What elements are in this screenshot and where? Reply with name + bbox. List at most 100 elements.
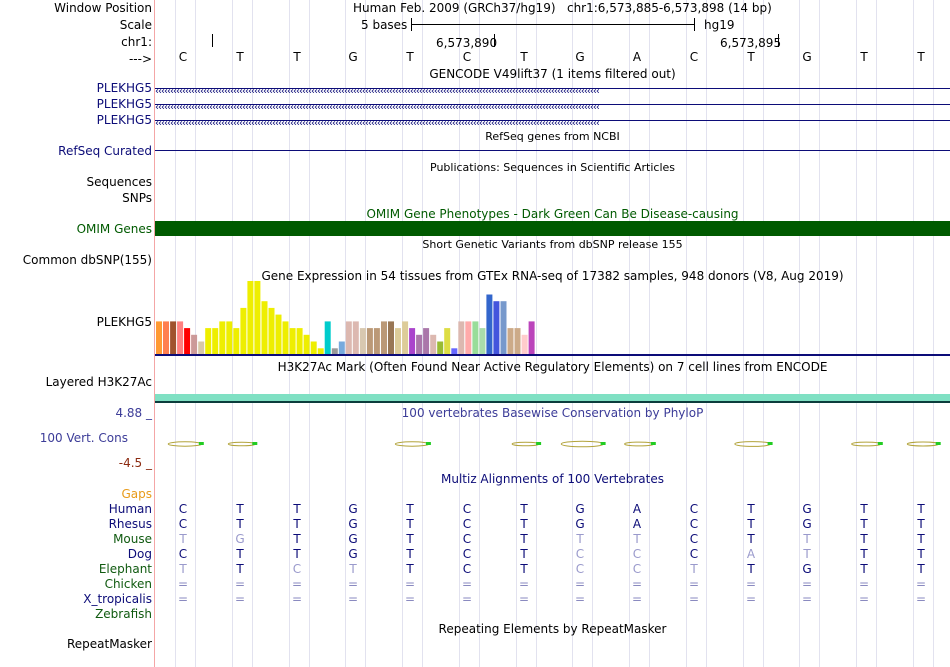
gtex-tissue-bar[interactable] xyxy=(395,328,401,355)
gtex-tissue-bar[interactable] xyxy=(373,328,380,355)
gtex-tissue-bar[interactable] xyxy=(268,307,275,355)
gtex-tissue-bar[interactable] xyxy=(170,321,177,355)
gtex-tissue-bar[interactable] xyxy=(296,328,303,355)
scale-bar-left-tick xyxy=(411,18,412,31)
gtex-tissue-bar[interactable] xyxy=(366,328,373,355)
gtex-tissue-bar[interactable] xyxy=(528,321,535,355)
repeatmasker-label[interactable]: RepeatMasker xyxy=(66,637,152,651)
species-label-dog[interactable]: Dog xyxy=(127,547,152,561)
gtex-tissue-bar[interactable] xyxy=(437,341,444,356)
gtex-tissue-bar[interactable] xyxy=(416,334,423,355)
gtex-track-title[interactable]: Gene Expression in 54 tissues from GTEx … xyxy=(261,269,844,283)
gtex-tissue-bar[interactable] xyxy=(163,321,169,355)
publications-track-title[interactable]: Publications: Sequences in Scientific Ar… xyxy=(430,161,675,174)
gene-model-plekhg5-3[interactable]: ‹‹‹‹‹‹‹‹‹‹‹‹‹‹‹‹‹‹‹‹‹‹‹‹‹‹‹‹‹‹‹‹‹‹‹‹‹‹‹‹… xyxy=(155,115,950,126)
phylop-track-title[interactable]: 100 vertebrates Basewise Conservation by… xyxy=(401,406,704,420)
sequences-label[interactable]: Sequences xyxy=(86,175,152,189)
gtex-bar-chart[interactable] xyxy=(155,280,950,358)
gtex-tissue-bar[interactable] xyxy=(310,341,317,356)
gtex-tissue-bar[interactable] xyxy=(240,307,247,355)
gtex-tissue-bar[interactable] xyxy=(465,321,472,355)
gtex-tissue-bar[interactable] xyxy=(451,348,458,355)
gtex-tissue-bar[interactable] xyxy=(402,321,409,355)
gtex-tissue-bar[interactable] xyxy=(198,341,205,356)
alignment-base-x_tropicalis: = xyxy=(688,592,700,606)
h3k27ac-track-title[interactable]: H3K27Ac Mark (Often Found Near Active Re… xyxy=(277,360,828,374)
omim-track-title[interactable]: OMIM Gene Phenotypes - Dark Green Can Be… xyxy=(366,207,739,221)
gtex-tissue-bar[interactable] xyxy=(233,328,240,355)
h3k27ac-signal[interactable] xyxy=(155,394,950,402)
gtex-tissue-bar[interactable] xyxy=(331,348,338,355)
gtex-tissue-bar[interactable] xyxy=(458,321,465,355)
multiz-track-title[interactable]: Multiz Alignments of 100 Vertebrates xyxy=(440,472,665,486)
gtex-tissue-bar[interactable] xyxy=(261,301,268,355)
gtex-tissue-bar[interactable] xyxy=(205,328,212,355)
gtex-tissue-bar[interactable] xyxy=(254,281,261,355)
gtex-tissue-bar[interactable] xyxy=(507,328,514,355)
gtex-gene-label[interactable]: PLEKHG5 xyxy=(96,315,152,329)
gtex-tissue-bar[interactable] xyxy=(359,328,366,355)
gtex-tissue-bar[interactable] xyxy=(275,314,282,355)
omim-genes-label[interactable]: OMIM Genes xyxy=(76,222,152,236)
gtex-tissue-bar[interactable] xyxy=(409,328,416,355)
gtex-tissue-bar[interactable] xyxy=(191,334,198,355)
gencode-track-title[interactable]: GENCODE V49lift37 (1 items filtered out) xyxy=(429,67,676,81)
phylop-track-label[interactable]: 100 Vert. Cons xyxy=(39,431,128,445)
gtex-tissue-bar[interactable] xyxy=(338,341,345,356)
gtex-tissue-bar[interactable] xyxy=(388,321,394,355)
sequence-base: T xyxy=(293,50,301,64)
gtex-tissue-bar[interactable] xyxy=(500,301,507,355)
alignment-base-dog: T xyxy=(803,547,811,561)
gtex-tissue-bar[interactable] xyxy=(430,334,437,355)
species-label-human[interactable]: Human xyxy=(108,502,152,516)
gtex-tissue-bar[interactable] xyxy=(479,328,486,355)
gene-label-plekhg5-1[interactable]: PLEKHG5 xyxy=(96,81,152,95)
species-label-rhesus[interactable]: Rhesus xyxy=(108,517,152,531)
alignment-base-elephant: C xyxy=(575,562,585,576)
species-label-x-tropicalis[interactable]: X_tropicalis xyxy=(83,592,152,606)
gtex-tissue-bar[interactable] xyxy=(156,321,162,355)
species-label-elephant[interactable]: Elephant xyxy=(98,562,152,576)
gtex-tissue-bar[interactable] xyxy=(423,328,430,355)
gtex-tissue-bar[interactable] xyxy=(247,281,254,355)
gtex-tissue-bar[interactable] xyxy=(289,328,296,355)
gtex-tissue-bar[interactable] xyxy=(381,321,387,355)
snps-label[interactable]: SNPs xyxy=(122,191,152,205)
omim-gene-bar[interactable] xyxy=(155,221,950,236)
gtex-tissue-bar[interactable] xyxy=(177,321,184,355)
gtex-tissue-bar[interactable] xyxy=(212,328,219,355)
refseq-track-title[interactable]: RefSeq genes from NCBI xyxy=(485,130,620,143)
gene-label-plekhg5-2[interactable]: PLEKHG5 xyxy=(96,97,152,111)
gtex-tissue-bar[interactable] xyxy=(317,348,324,355)
dbsnp-track-title[interactable]: Short Genetic Variants from dbSNP releas… xyxy=(422,238,683,251)
gtex-tissue-bar[interactable] xyxy=(303,334,310,355)
gtex-tissue-bar[interactable] xyxy=(486,294,493,356)
gtex-tissue-bar[interactable] xyxy=(521,334,528,355)
gtex-tissue-bar[interactable] xyxy=(352,321,359,355)
gene-model-plekhg5-2[interactable]: ‹‹‹‹‹‹‹‹‹‹‹‹‹‹‹‹‹‹‹‹‹‹‹‹‹‹‹‹‹‹‹‹‹‹‹‹‹‹‹‹… xyxy=(155,99,950,110)
gene-model-plekhg5-1[interactable]: ‹‹‹‹‹‹‹‹‹‹‹‹‹‹‹‹‹‹‹‹‹‹‹‹‹‹‹‹‹‹‹‹‹‹‹‹‹‹‹‹… xyxy=(155,83,950,94)
species-label-chicken[interactable]: Chicken xyxy=(104,577,152,591)
layered-h3k27ac-label[interactable]: Layered H3K27Ac xyxy=(45,375,152,389)
repeatmasker-track-title[interactable]: Repeating Elements by RepeatMasker xyxy=(438,622,667,636)
gtex-tissue-bar[interactable] xyxy=(514,328,521,355)
coord-label-2: 6,573,895 xyxy=(720,36,782,50)
browser-track-area[interactable]: Human Feb. 2009 (GRCh37/hg19) chr1:6,573… xyxy=(155,0,950,667)
gtex-tissue-bar[interactable] xyxy=(226,321,233,355)
gtex-tissue-bar[interactable] xyxy=(444,328,451,355)
phylop-signal[interactable] xyxy=(155,436,950,452)
gtex-tissue-bar[interactable] xyxy=(493,301,500,355)
species-label-zebrafish[interactable]: Zebrafish xyxy=(95,607,152,621)
refseq-curated-label[interactable]: RefSeq Curated xyxy=(58,144,152,158)
phylop-score-mark xyxy=(851,441,882,447)
gtex-tissue-bar[interactable] xyxy=(345,321,352,355)
gtex-tissue-bar[interactable] xyxy=(184,328,191,355)
species-label-mouse[interactable]: Mouse xyxy=(113,532,152,546)
gtex-tissue-bar[interactable] xyxy=(472,321,479,355)
gtex-tissue-bar[interactable] xyxy=(324,321,331,355)
common-dbsnp-label[interactable]: Common dbSNP(155) xyxy=(22,253,152,267)
gene-label-plekhg5-3[interactable]: PLEKHG5 xyxy=(96,113,152,127)
gtex-tissue-bar[interactable] xyxy=(282,321,289,355)
refseq-gene-line[interactable] xyxy=(155,150,950,151)
gtex-tissue-bar[interactable] xyxy=(219,321,226,355)
